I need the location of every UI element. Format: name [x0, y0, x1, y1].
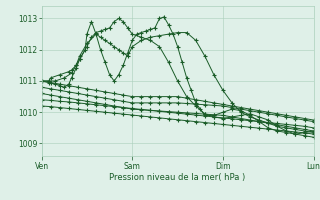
X-axis label: Pression niveau de la mer( hPa ): Pression niveau de la mer( hPa ) [109, 173, 246, 182]
